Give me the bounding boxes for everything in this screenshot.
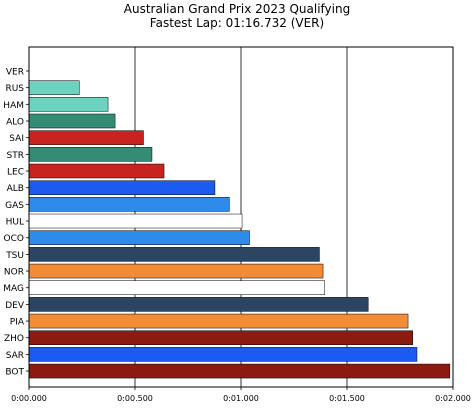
category-label: GAS [5, 201, 24, 211]
bar-nor [28, 263, 324, 279]
bar-sar [28, 347, 418, 362]
category-label: SAR [6, 351, 24, 361]
x-tick-label: 0:01.500 [329, 394, 365, 403]
category-label: NOR [4, 268, 24, 278]
bar-bot [28, 363, 451, 379]
bar-lec [28, 163, 165, 179]
category-label: TSU [5, 251, 24, 261]
category-label: SAI [9, 134, 24, 144]
x-tick-label: 0:01.000 [223, 394, 259, 403]
category-label: VER [6, 68, 24, 78]
bar-hul [28, 213, 243, 229]
bar-pia [28, 313, 409, 329]
bar-zho [28, 330, 413, 345]
category-label: MAG [3, 284, 24, 294]
x-tick-label: 0:00.000 [11, 394, 47, 403]
category-label: HUL [6, 218, 24, 228]
chart-subtitle: Fastest Lap: 01:16.732 (VER) [149, 16, 325, 30]
chart-title: Australian Grand Prix 2023 Qualifying [123, 2, 351, 16]
bar-alb [28, 180, 216, 195]
bar-oco [28, 230, 250, 245]
category-label: PIA [10, 318, 25, 328]
bar-tsu [28, 247, 320, 262]
category-label: HAM [3, 101, 24, 111]
bar-sai [28, 130, 144, 145]
category-label: STR [7, 151, 24, 161]
category-label: OCO [4, 234, 24, 244]
bar-str [28, 147, 153, 162]
bar-gas [28, 197, 230, 212]
bar-rus [28, 80, 80, 95]
category-label: BOT [5, 368, 24, 378]
category-label: ALO [6, 118, 24, 128]
bar-alo [28, 113, 116, 129]
x-tick-label: 0:00.500 [117, 394, 153, 403]
x-tick-label: 0:02.000 [435, 394, 471, 403]
category-label: DEV [5, 301, 25, 311]
bar-ham [28, 97, 109, 112]
bar-mag [28, 280, 325, 295]
category-label: ALB [7, 184, 24, 194]
bar-dev [28, 297, 369, 312]
category-label: LEC [7, 168, 24, 178]
category-label: ZHO [4, 334, 24, 344]
category-label: RUS [5, 84, 24, 94]
